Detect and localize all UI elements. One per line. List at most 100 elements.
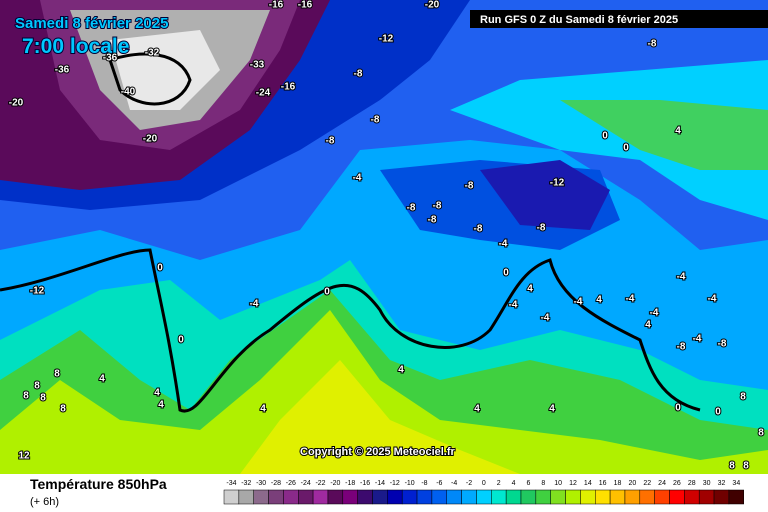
contour-label: 4 [645,320,651,331]
contour-label: -24 [256,88,271,99]
contour-label: 8 [54,369,60,380]
colorbar-swatch [476,489,492,505]
colorbar-label: -26 [286,480,296,487]
contour-label: -8 [677,342,686,353]
legend-title: Température 850hPa [30,476,167,492]
colorbar-swatch [268,489,284,505]
contour-label: -4 [541,313,550,324]
contour-label: -8 [407,203,416,214]
colorbar-swatch [342,489,358,505]
colorbar-label: 6 [526,480,530,487]
contour-label: -4 [574,297,583,308]
colorbar-label: -12 [390,480,400,487]
colorbar-label: 22 [643,480,651,487]
date-label: Samedi 8 février 2025 [15,15,168,32]
colorbar-swatch [372,489,388,505]
contour-label: -8 [718,339,727,350]
contour-label: 8 [758,428,764,439]
contour-label: -4 [353,173,362,184]
colorbar-label: -14 [375,480,385,487]
colorbar-label: -30 [256,480,266,487]
colorbar-swatch [520,489,537,505]
contour-label: 4 [527,284,533,295]
colorbar-label: 26 [673,480,681,487]
contour-label: -36 [103,53,118,64]
contour-label: -8 [326,136,335,147]
colorbar-label: -24 [301,480,311,487]
colorbar-label: -4 [451,480,457,487]
contour-label: 0 [602,131,608,142]
colorbar-swatch [223,489,240,505]
contour-label: 0 [178,335,184,346]
colorbar-label: -18 [345,480,355,487]
run-info: Run GFS 0 Z du Samedi 8 février 2025 [480,14,678,26]
contour-label: -12 [550,178,565,189]
contour-label: -4 [250,299,259,310]
contour-label: 12 [18,451,30,462]
colorbar-swatch [238,489,254,505]
contour-label: -8 [648,39,657,50]
contour-label: -12 [379,34,394,45]
contour-labels: -16 -16 -20-32-36-33-36-40 -24-16-12 -8-20-8… [8,0,765,473]
colorbar-swatch [713,489,730,505]
contour-label: -4 [693,334,702,345]
colorbar-label: -22 [315,480,325,487]
colorbar-swatch [431,489,447,505]
contour-label: -40 [121,87,136,98]
colorbar-label: 20 [628,480,636,487]
colorbar-label: 10 [554,480,562,487]
colorbar-swatch [654,489,670,505]
colorbar-swatch [446,489,462,505]
contour-label: -33 [250,60,265,71]
copyright: Copyright © 2025 Meteociel.fr [300,446,456,458]
colorbar-label: -8 [421,480,427,487]
contour-label: -8 [537,223,546,234]
colorbar-label: -6 [436,480,442,487]
contour-label: 4 [99,374,105,385]
colorbar-label: -16 [360,480,370,487]
contour-label: 0 [157,263,163,274]
colorbar-swatch [550,489,566,505]
colorbar-label: 16 [599,480,607,487]
contour-label: 8 [40,393,46,404]
colorbar-label: -34 [226,480,236,487]
contour-label: -4 [708,294,717,305]
colorbar-label: 28 [688,480,696,487]
colorbar-label: 4 [512,480,516,487]
contour-label: 8 [729,461,735,472]
run-box [470,10,768,28]
colorbar-swatch [491,489,507,505]
contour-label: 8 [23,391,29,402]
contour-label: -4 [677,272,686,283]
colorbar-label: 0 [482,480,486,487]
contour-label: -8 [433,201,442,212]
colorbar-swatch [728,489,745,505]
contour-label: -8 [428,215,437,226]
contour-label: -20 [425,0,440,11]
colorbar-label: 24 [658,480,666,487]
contour-label: 4 [474,404,480,415]
contour-label: 8 [743,461,749,472]
contour-label: 0 [503,268,509,279]
colorbar-swatch [312,489,329,505]
colorbar-swatch [535,489,551,505]
colorbar-label: -10 [405,480,415,487]
colorbar-label: 30 [703,480,711,487]
contour-label: -16 [281,82,296,93]
colorbar-swatch [401,489,418,505]
contour-label: 8 [34,381,40,392]
contour-label: -4 [499,239,508,250]
contour-label: -12 [30,286,45,297]
contour-label: 4 [675,126,681,137]
contour-label: -32 [145,48,160,59]
colorbar-swatch [327,489,344,505]
colorbar-label: 12 [569,480,577,487]
contour-label: 8 [740,392,746,403]
contour-label: -4 [509,300,518,311]
colorbar-swatch [624,489,641,505]
colorbar-swatch [609,489,626,505]
colorbar-swatch [387,489,403,505]
time-label: 7:00 locale [22,35,129,58]
